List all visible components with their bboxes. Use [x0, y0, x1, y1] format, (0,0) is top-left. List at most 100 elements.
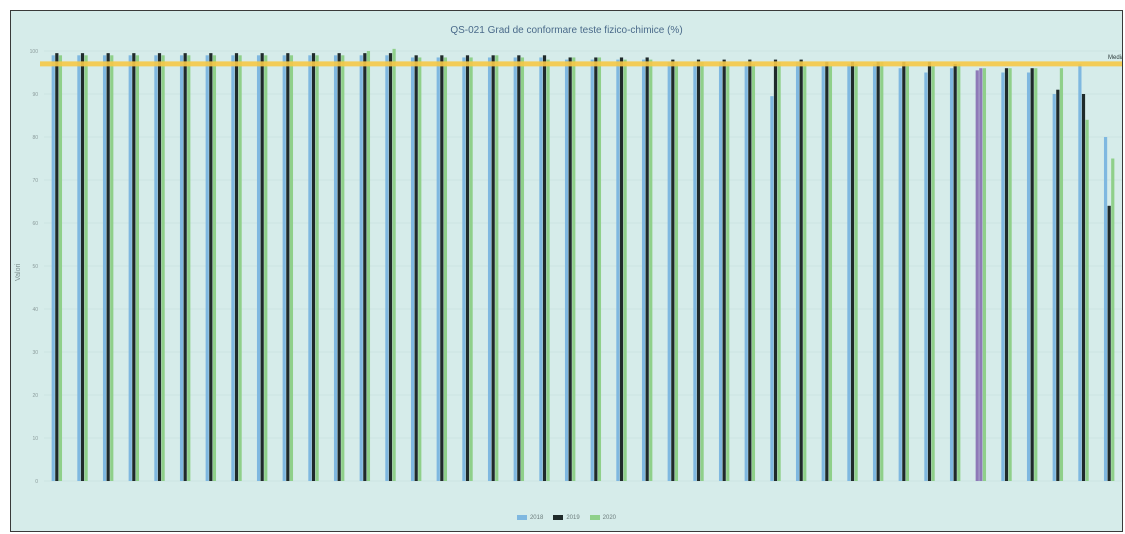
bar-2020 — [110, 55, 114, 482]
bar-2019 — [1030, 68, 1034, 481]
legend-item-2020[interactable]: 2020 — [589, 515, 617, 522]
bar-2018 — [590, 59, 594, 481]
bar-2019 — [1004, 68, 1009, 481]
bar-2018 — [410, 57, 415, 481]
bar-2018 — [667, 61, 671, 481]
bar-2020 — [58, 55, 63, 482]
bar-2019 — [645, 57, 649, 481]
bar-2018 — [539, 57, 543, 481]
y-tick-label: 80 — [32, 135, 38, 141]
y-tick-label: 100 — [30, 49, 39, 55]
bar-2019 — [1081, 94, 1086, 481]
bar-2019 — [311, 53, 316, 482]
bar-2020 — [84, 55, 88, 482]
y-tick-label: 0 — [35, 479, 38, 485]
bar-2018 — [1078, 63, 1082, 482]
bar-2019 — [1107, 205, 1111, 482]
y-tick-label: 50 — [32, 264, 38, 270]
bar-2018 — [770, 96, 774, 482]
bar-2020 — [366, 51, 371, 481]
bar-2019 — [440, 55, 444, 482]
legend-label: 2018 — [529, 515, 544, 522]
bar-2018 — [128, 55, 132, 482]
bar-2020 — [572, 57, 576, 481]
bar-2019 — [491, 55, 495, 482]
bar-2020 — [931, 66, 935, 482]
bar-2018 — [641, 59, 646, 481]
bar-2020 — [957, 63, 961, 482]
bar-2019 — [953, 63, 957, 482]
bar-2019 — [876, 61, 880, 481]
legend-swatch — [589, 515, 600, 520]
bar-2020 — [597, 57, 602, 481]
bar-2018 — [1052, 94, 1056, 481]
y-tick-label: 30 — [32, 350, 38, 356]
bar-2019 — [979, 68, 983, 481]
bar-2019 — [799, 59, 803, 481]
bar-2019 — [594, 57, 598, 481]
legend-swatch — [553, 515, 564, 520]
bar-2020 — [777, 61, 781, 481]
bar-2019 — [414, 55, 418, 482]
bar-2018 — [718, 61, 723, 481]
reference-line-label: Media: 97 — [1108, 55, 1123, 61]
chart-legend: 2018 2019 2020 — [11, 515, 1122, 521]
bar-2019 — [388, 53, 393, 482]
bar-2019 — [183, 53, 187, 482]
bar-2018 — [462, 57, 466, 481]
bar-2018 — [949, 68, 954, 481]
legend-item-2019[interactable]: 2019 — [553, 515, 580, 522]
bar-2020 — [161, 55, 165, 482]
bar-2019 — [157, 53, 162, 482]
bar-2020 — [649, 59, 653, 481]
bar-2020 — [1111, 158, 1115, 481]
bar-2020 — [418, 57, 422, 481]
bar-2020 — [1085, 119, 1089, 482]
bar-2020 — [264, 55, 268, 482]
bar-2018 — [1001, 72, 1005, 481]
bar-2020 — [341, 55, 345, 482]
bar-2018 — [1103, 137, 1108, 481]
bar-2018 — [333, 55, 338, 482]
bar-2019 — [517, 55, 521, 482]
bar-2020 — [469, 57, 473, 481]
y-tick-label: 40 — [32, 307, 38, 313]
legend-label: 2020 — [602, 515, 617, 522]
bar-2019 — [209, 53, 213, 482]
bar-2018 — [487, 57, 492, 481]
bar-2019 — [55, 53, 59, 482]
bar-2018 — [359, 55, 363, 482]
bar-2018 — [51, 55, 55, 482]
bar-2020 — [187, 55, 191, 482]
bar-2020 — [238, 55, 242, 482]
bar-2018 — [872, 63, 877, 482]
legend-swatch — [516, 515, 527, 520]
bar-2020 — [803, 63, 807, 482]
bar-2019 — [722, 59, 726, 481]
bar-2019 — [825, 61, 829, 481]
bar-2019 — [1056, 89, 1060, 481]
bar-2020 — [880, 61, 884, 481]
bar-2019 — [619, 57, 624, 481]
bar-2018 — [513, 57, 517, 481]
bar-2019 — [671, 59, 675, 481]
bar-2020 — [392, 48, 396, 481]
bar-2019 — [568, 57, 572, 481]
bar-2018 — [924, 72, 928, 481]
bar-2018 — [205, 55, 209, 482]
legend-label: 2019 — [566, 515, 580, 522]
legend-item-2018[interactable]: 2018 — [516, 515, 544, 522]
bar-2018 — [436, 57, 440, 481]
bar-2020 — [751, 63, 756, 482]
bar-2020 — [674, 61, 679, 481]
bar-2018 — [975, 70, 979, 481]
bar-2020 — [135, 55, 140, 482]
y-tick-label: 90 — [32, 92, 38, 98]
bar-2019 — [850, 61, 855, 481]
bar-2020 — [520, 57, 525, 481]
bar-2018 — [385, 55, 389, 482]
bar-2020 — [1008, 68, 1012, 481]
bar-2018 — [282, 55, 286, 482]
bar-2019 — [696, 59, 701, 481]
bar-2020 — [828, 66, 833, 482]
